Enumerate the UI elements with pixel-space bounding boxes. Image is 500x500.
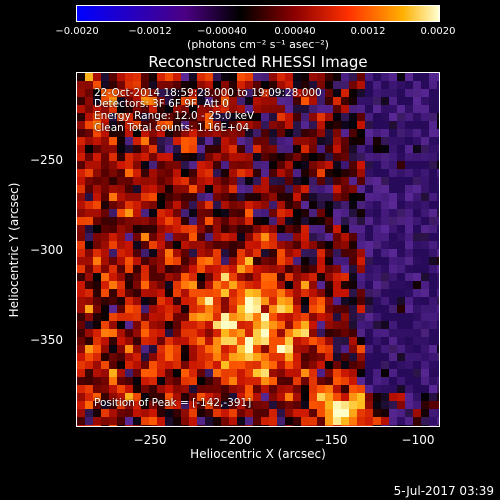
colorbar-tick: −0.0012: [128, 26, 172, 37]
total-counts-label: Clean Total counts: 1.16E+04: [94, 122, 250, 134]
colorbar-tick: 0.0020: [420, 26, 456, 37]
y-tick-label: −350: [30, 333, 63, 347]
x-tick-label: −250: [133, 433, 167, 447]
plot-date-stamp: 5-Jul-2017 03:39: [393, 484, 494, 498]
x-tick-label: −200: [218, 433, 252, 447]
colorbar-units: (photons cm⁻² s⁻¹ asec⁻²): [187, 38, 329, 51]
heatmap-image: [77, 73, 439, 426]
x-tick-label: −100: [401, 433, 435, 447]
peak-position-label: Position of Peak = [-142,-391]: [94, 397, 252, 409]
colorbar: [76, 5, 440, 22]
colorbar-tick: 0.00040: [274, 26, 316, 37]
energy-range-label: Energy Range: 12.0 - 25.0 keV: [94, 110, 255, 122]
colorbar-tick: −0.0020: [55, 26, 99, 37]
x-axis-label: Heliocentric X (arcsec): [190, 447, 326, 461]
detectors-label: Detectors: 3F 6F 9F, Att 0: [94, 98, 229, 110]
colorbar-gradient: [77, 6, 439, 21]
y-axis-label: Heliocentric Y (arcsec): [7, 182, 21, 318]
y-tick-label: −300: [30, 243, 63, 257]
colorbar-tick: −0.00040: [197, 26, 247, 37]
image-title: Reconstructed RHESSI Image: [148, 53, 368, 71]
image-plot: [76, 72, 440, 427]
time-range-label: 22-Oct-2014 18:59:28.000 to 19:09:28.000: [94, 87, 322, 99]
y-tick-label: −250: [30, 153, 63, 167]
x-tick-label: −150: [314, 433, 348, 447]
colorbar-tick: 0.0012: [350, 26, 386, 37]
